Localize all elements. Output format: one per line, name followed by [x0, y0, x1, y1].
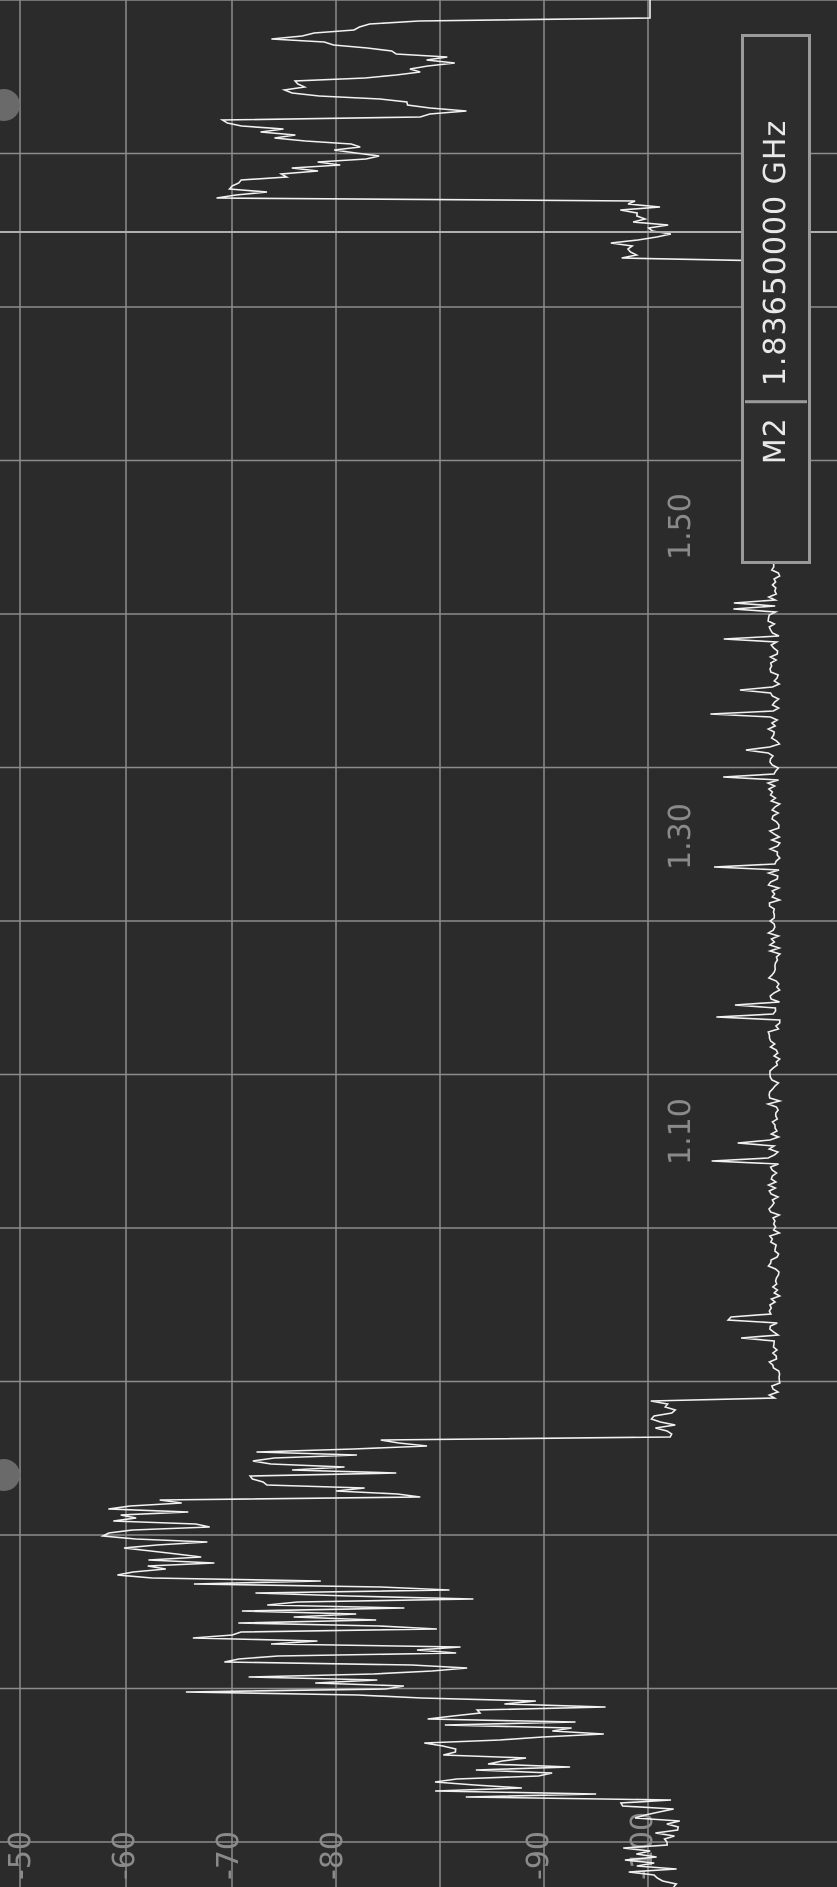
level-tick-label: -50 — [3, 1831, 38, 1880]
marker-dot[interactable] — [0, 1459, 20, 1491]
frequency-tick-label: 1.10 — [663, 1098, 698, 1165]
level-tick-label: -90 — [521, 1831, 556, 1880]
level-tick-label: -60 — [107, 1831, 142, 1880]
marker-label: M2 — [745, 400, 807, 479]
level-tick-label: -80 — [315, 1831, 350, 1880]
frequency-tick-label: 1.50 — [663, 493, 698, 560]
level-tick-label: -70 — [211, 1831, 246, 1880]
trace-line — [100, 0, 783, 1887]
axis-tick-labels: 1.501.301.10-50 -60 -70 -80 -90 -100 — [3, 493, 698, 1880]
marker-indicators — [0, 89, 837, 1491]
marker-dot[interactable] — [0, 89, 20, 121]
spectrum-trace — [100, 0, 783, 1887]
marker-frequency: 1.83650000 GHz — [758, 119, 793, 387]
frequency-tick-label: 1.30 — [663, 803, 698, 870]
marker-readout-box[interactable]: M2 1.83650000 GHz — [741, 34, 811, 564]
